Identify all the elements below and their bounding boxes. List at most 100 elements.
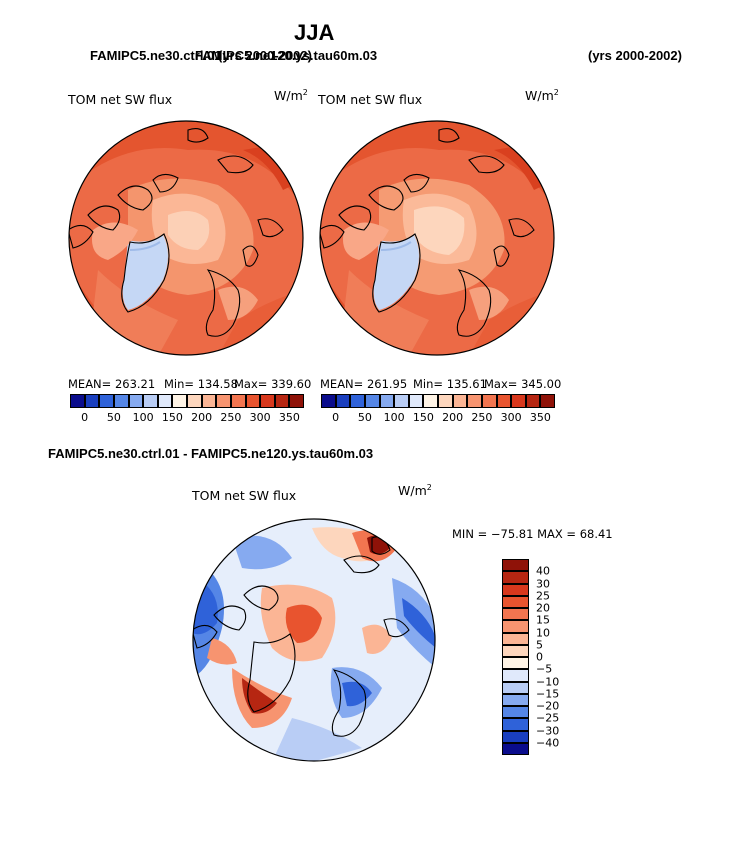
panel2-variable: TOM net SW flux — [318, 92, 423, 107]
colorbar-tick-label: 350 — [278, 411, 300, 424]
colorbar-swatch — [423, 394, 438, 408]
colorbar-tick-label: 350 — [529, 411, 551, 424]
colorbar-swatch — [394, 394, 409, 408]
panel1-polar-map — [68, 120, 304, 356]
colorbar-tick-label: 50 — [106, 411, 121, 424]
colorbar-swatch — [245, 394, 261, 408]
years-left: (yrs 2000-2002) — [218, 48, 312, 63]
panel1-max: Max= 339.60 — [234, 377, 312, 391]
colorbar-swatch — [502, 718, 529, 731]
colorbar-swatch — [502, 608, 529, 621]
colorbar-swatch — [350, 394, 365, 408]
colorbar-swatch — [143, 394, 158, 408]
case-name-right: FAMIPC5.ne120.ys.tau60m.03 — [195, 48, 378, 63]
colorbar-swatch — [502, 559, 529, 572]
colorbar-tick-label: 50 — [357, 411, 372, 424]
panel1-units: W/m2 — [274, 88, 308, 104]
colorbar-swatch — [496, 394, 512, 408]
panel2-min: Min= 135.61 — [413, 377, 487, 391]
colorbar-tick-label: 0 — [332, 411, 340, 424]
colorbar-swatch — [467, 394, 482, 408]
colorbar-tick-label: 100 — [383, 411, 405, 424]
colorbar-tick-label: −30 — [536, 724, 560, 737]
colorbar-swatch — [335, 394, 351, 408]
colorbar-swatch — [128, 394, 144, 408]
diff-units: W/m2 — [398, 483, 432, 499]
diff-variable: TOM net SW flux — [192, 488, 297, 503]
colorbar-swatch — [502, 595, 529, 608]
panel2-units: W/m2 — [525, 88, 559, 104]
colorbar-tick-label: 40 — [536, 564, 550, 578]
colorbar-tick-label: 0 — [536, 650, 543, 664]
colorbar-swatch — [172, 394, 187, 408]
colorbar-swatch — [84, 394, 100, 408]
colorbar-swatch — [408, 394, 424, 408]
colorbar-swatch — [70, 394, 85, 408]
diff-colorbar-labels: 40 30 25 20 15 10 5 0 −5 −10 −15 −20 −25 −30 −40 — [536, 559, 576, 755]
colorbar-swatch — [502, 681, 529, 694]
diff-polar-map — [192, 518, 436, 762]
colorbar-tick-label: −15 — [536, 687, 560, 701]
colorbar-tick-label: 200 — [442, 411, 464, 424]
panel2-colorbar-ticks: 0 50 100 150 200 250 300 350 — [321, 411, 555, 425]
panel1-colorbar-ticks: 0 50 100 150 200 250 300 350 — [70, 411, 304, 425]
colorbar-swatch — [502, 706, 529, 719]
colorbar-tick-label: 100 — [132, 411, 154, 424]
colorbar-swatch — [452, 394, 468, 408]
colorbar-tick-label: 250 — [471, 411, 493, 424]
colorbar-tick-label: −5 — [536, 662, 553, 676]
colorbar-tick-label: 30 — [536, 577, 550, 590]
colorbar-swatch — [321, 394, 336, 408]
colorbar-swatch — [230, 394, 246, 408]
diff-colorbar — [502, 559, 529, 755]
panel1-mean: MEAN= 263.21 — [68, 377, 156, 391]
case-name-left: FAMIPC5.ne30.ctrl.01 — [90, 48, 222, 63]
colorbar-swatch — [201, 394, 217, 408]
colorbar-swatch — [511, 394, 526, 408]
colorbar-tick-label: 5 — [536, 638, 543, 652]
colorbar-swatch — [289, 394, 304, 408]
colorbar-swatch — [502, 742, 529, 755]
colorbar-swatch — [502, 571, 529, 584]
panel1-min: Min= 134.58 — [164, 377, 238, 391]
colorbar-swatch — [502, 730, 529, 743]
colorbar-swatch — [99, 394, 114, 408]
colorbar-swatch — [502, 632, 529, 645]
colorbar-swatch — [502, 620, 529, 633]
panel2-colorbar — [321, 394, 555, 408]
colorbar-tick-label: 300 — [249, 411, 271, 424]
colorbar-swatch — [187, 394, 202, 408]
colorbar-swatch — [502, 693, 529, 706]
colorbar-swatch — [364, 394, 380, 408]
colorbar-swatch — [525, 394, 541, 408]
diff-minmax: MIN = −75.81 MAX = 68.41 — [452, 527, 613, 541]
colorbar-swatch — [157, 394, 173, 408]
colorbar-swatch — [379, 394, 395, 408]
colorbar-tick-label: 20 — [536, 601, 550, 615]
colorbar-tick-label: 250 — [220, 411, 242, 424]
colorbar-tick-label: −20 — [536, 699, 560, 713]
colorbar-tick-label: 150 — [161, 411, 183, 424]
colorbar-swatch — [502, 669, 529, 682]
colorbar-swatch — [260, 394, 275, 408]
colorbar-swatch — [502, 644, 529, 657]
panel2-mean: MEAN= 261.95 — [320, 377, 408, 391]
colorbar-swatch — [481, 394, 497, 408]
colorbar-tick-label: 10 — [536, 626, 550, 639]
colorbar-swatch — [502, 657, 529, 670]
panel2-max: Max= 345.00 — [484, 377, 562, 391]
colorbar-swatch — [274, 394, 290, 408]
colorbar-tick-label: −25 — [536, 711, 560, 725]
panel2-polar-map — [319, 120, 555, 356]
colorbar-tick-label: 150 — [412, 411, 434, 424]
colorbar-tick-label: 0 — [81, 411, 89, 424]
colorbar-tick-label: −10 — [536, 675, 560, 688]
panel1-colorbar — [70, 394, 304, 408]
colorbar-swatch — [438, 394, 453, 408]
season-title: JJA — [294, 20, 335, 45]
colorbar-swatch — [502, 583, 529, 596]
panel1-variable: TOM net SW flux — [68, 92, 173, 107]
diff-title: FAMIPC5.ne30.ctrl.01 - FAMIPC5.ne120.ys.… — [48, 446, 374, 461]
colorbar-tick-label: 25 — [536, 589, 550, 603]
colorbar-tick-label: 200 — [191, 411, 213, 424]
